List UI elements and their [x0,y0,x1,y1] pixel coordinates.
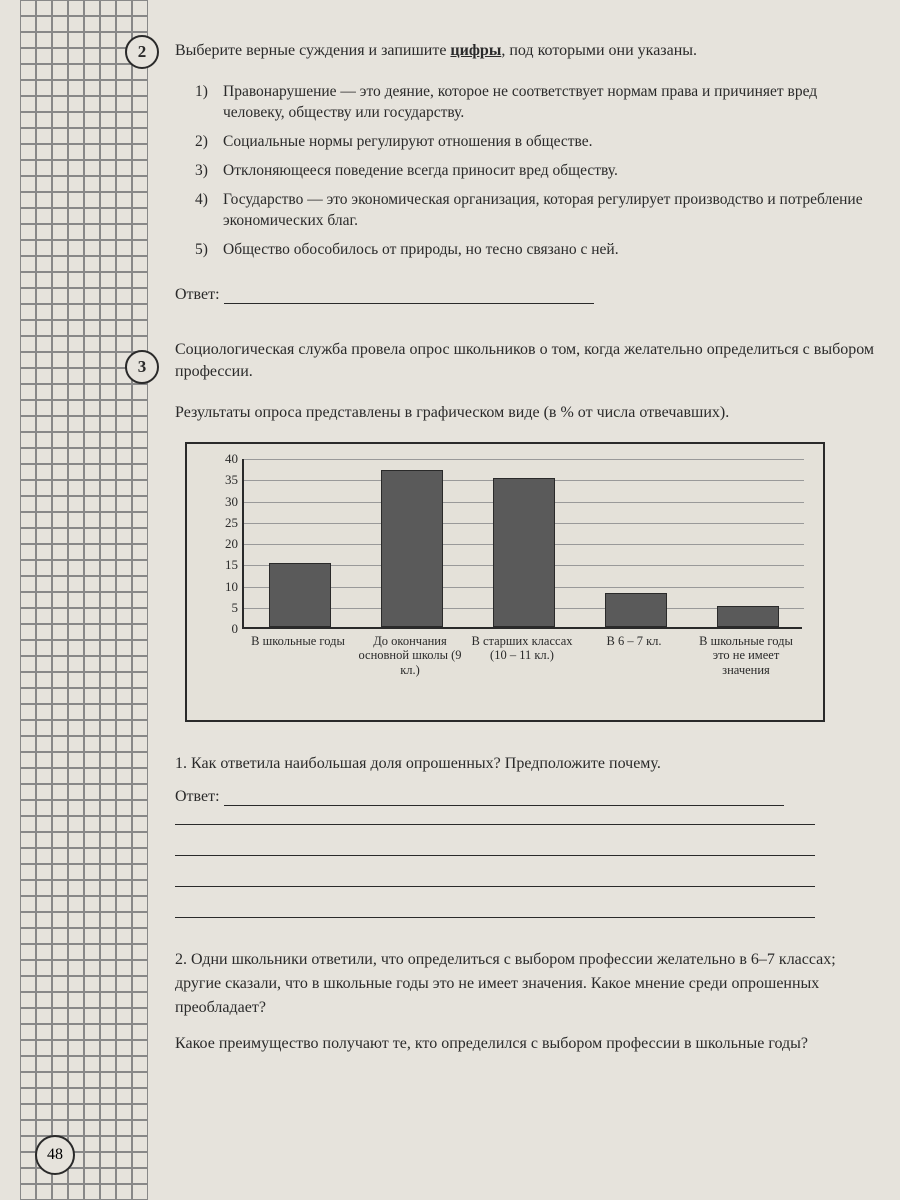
option-text: Социальные нормы регулируют отношения в … [223,132,592,153]
y-tick: 35 [225,472,238,488]
q2-instruction-post: , под которыми они указаны. [501,42,697,59]
y-tick: 30 [225,494,238,510]
chart-bar [493,478,555,627]
grid-margin [20,0,150,1200]
q3-answer-row: Ответ: [175,788,875,806]
chart-gridline [244,459,804,460]
chart-bar [269,563,331,627]
q2-instruction-pre: Выберите верные суждения и запишите [175,42,450,59]
y-tick: 20 [225,536,238,552]
x-label: В старших классах (10 – 11 кл.) [466,634,578,677]
q2-answer-label: Ответ: [175,286,220,303]
option-text: Отклоняющееся поведение всегда приносит … [223,161,618,182]
content-area: 2 Выберите верные суждения и запишите ци… [175,40,875,1068]
q2-option: 1)Правонарушение — это деяние, которое н… [195,82,875,124]
q3-block: Социологическая служба провела опрос шко… [175,339,875,1056]
q3-results-text: Результаты опроса представлены в графиче… [175,402,875,424]
option-number: 5) [195,240,223,261]
survey-chart: 0 5 10 15 20 25 30 35 40 В школьные годыДо оконч… [185,442,825,722]
chart-x-labels: В школьные годыДо окончания основной шко… [242,634,802,677]
q2-instruction: Выберите верные суждения и запишите цифр… [175,40,875,62]
chart-bar [605,593,667,627]
option-text: Общество обособилось от природы, но тесн… [223,240,619,261]
question-number-2: 2 [125,35,159,69]
q2-option: 3)Отклоняющееся поведение всегда приноси… [195,161,875,182]
q2-options: 1)Правонарушение — это деяние, которое н… [195,82,875,260]
q3-answer-label: Ответ: [175,788,220,805]
y-tick: 0 [232,621,239,637]
option-number: 1) [195,82,223,124]
y-tick: 10 [225,579,238,595]
q3-sub2-p1: 2. Одни школьники ответили, что определи… [175,948,875,1020]
x-label: В 6 – 7 кл. [578,634,690,677]
x-label: До окончания основной школы (9 кл.) [354,634,466,677]
page-number: 48 [35,1135,75,1175]
chart-bar [381,470,443,627]
chart-y-axis: 0510152025303540 [212,459,240,629]
answer-blank-line[interactable] [175,917,815,918]
y-tick: 5 [232,600,239,616]
q2-option: 2)Социальные нормы регулируют отношения … [195,132,875,153]
answer-blank-line[interactable] [175,886,815,887]
answer-blank-line[interactable] [175,855,815,856]
q2-answer-row: Ответ: [175,286,875,304]
q2-instruction-bold: цифры [450,42,501,59]
option-number: 2) [195,132,223,153]
x-label: В школьные годы это не имеет значения [690,634,802,677]
option-text: Государство — это экономическая организа… [223,190,875,232]
x-label: В школьные годы [242,634,354,677]
q2-answer-blank[interactable] [224,303,594,304]
y-tick: 15 [225,557,238,573]
chart-bar [717,606,779,627]
y-tick: 25 [225,515,238,531]
option-text: Правонарушение — это деяние, которое не … [223,82,875,124]
q2-option: 5)Общество обособилось от природы, но те… [195,240,875,261]
q3-intro: Социологическая служба провела опрос шко… [175,339,875,384]
question-number-3: 3 [125,350,159,384]
y-tick: 40 [225,451,238,467]
option-number: 3) [195,161,223,182]
answer-blank-line[interactable] [175,824,815,825]
q3-sub2-p2: Какое преимущество получают те, кто опре… [175,1032,875,1056]
chart-plot [242,459,802,629]
option-number: 4) [195,190,223,232]
q3-blank-lines [175,824,875,918]
q3-answer-blank[interactable] [224,805,784,806]
q3-sub1: 1. Как ответила наибольшая доля опрошенн… [175,752,875,776]
q2-option: 4)Государство — это экономическая органи… [195,190,875,232]
